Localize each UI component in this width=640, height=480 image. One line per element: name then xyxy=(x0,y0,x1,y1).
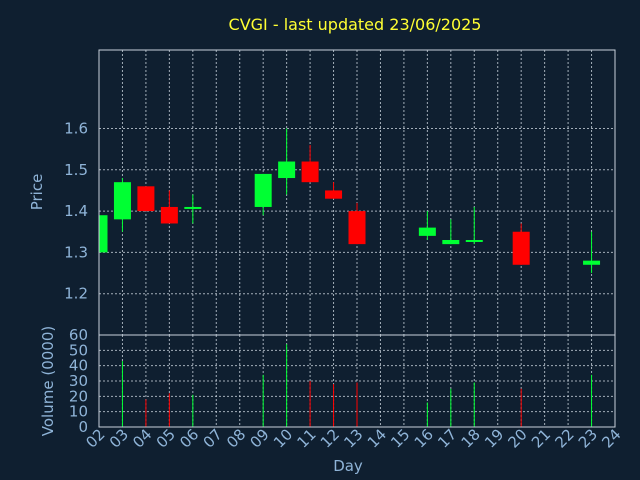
candle-body xyxy=(137,186,155,212)
x-tick-label: 21 xyxy=(528,425,554,451)
price-grid xyxy=(99,50,615,335)
candles xyxy=(98,128,601,274)
x-tick-label: 17 xyxy=(434,425,460,451)
candle-body xyxy=(160,206,178,224)
x-tick-label: 18 xyxy=(458,425,484,451)
price-axis-label: Price xyxy=(28,174,46,211)
candle-body xyxy=(348,211,366,245)
price-tick-label: 1.5 xyxy=(64,161,88,179)
candle xyxy=(301,145,319,183)
candle xyxy=(137,186,155,212)
candle-body xyxy=(418,227,436,236)
candle-body xyxy=(113,182,131,220)
price-tick-label: 1.2 xyxy=(64,285,88,303)
x-tick-label: 15 xyxy=(387,425,413,451)
volume-tick-label: 60 xyxy=(69,326,88,344)
candle xyxy=(418,211,436,240)
volume-tick-label: 40 xyxy=(69,357,88,375)
candle xyxy=(348,202,366,245)
x-tick-label: 09 xyxy=(247,425,273,451)
x-tick-label: 19 xyxy=(481,425,507,451)
x-tick-label: 08 xyxy=(223,425,249,451)
price-y-ticks: 1.2 1.3 1.4 1.5 1.6 xyxy=(64,119,88,302)
candle xyxy=(278,128,296,195)
x-tick-label: 05 xyxy=(153,425,179,451)
candle-body xyxy=(325,190,343,199)
volume-axis-label: Volume (0000) xyxy=(39,326,57,436)
x-tick-label: 07 xyxy=(200,425,226,451)
volume-tick-label: 0 xyxy=(78,418,88,436)
candle xyxy=(254,173,272,216)
x-tick-label: 03 xyxy=(106,425,132,451)
x-tick-label: 20 xyxy=(505,425,531,451)
candle xyxy=(583,231,601,274)
candle-body xyxy=(278,161,296,179)
candle-body xyxy=(184,206,202,209)
volume-panel-frame xyxy=(98,334,616,428)
candle xyxy=(98,215,108,253)
volume-tick-label: 50 xyxy=(69,341,88,359)
candle-body xyxy=(99,215,108,253)
price-panel-frame xyxy=(98,49,616,336)
x-tick-label: 23 xyxy=(575,425,601,451)
volume-tick-label: 30 xyxy=(69,372,88,390)
candle-body xyxy=(512,231,530,265)
candle xyxy=(325,182,343,199)
x-tick-label: 10 xyxy=(270,425,296,451)
price-tick-label: 1.6 xyxy=(64,119,88,137)
x-tick-label: 12 xyxy=(317,425,343,451)
candle xyxy=(113,178,131,232)
x-tick-label: 11 xyxy=(293,425,319,451)
candle-body xyxy=(465,240,483,242)
x-tick-label: 16 xyxy=(411,425,437,451)
candle xyxy=(465,206,483,245)
x-tick-label: 04 xyxy=(129,425,155,451)
x-tick-label: 13 xyxy=(340,425,366,451)
x-tick-label: 24 xyxy=(598,425,624,451)
price-tick-label: 1.3 xyxy=(64,243,88,261)
x-tick-label: 06 xyxy=(176,425,202,451)
chart-title: CVGI - last updated 23/06/2025 xyxy=(229,15,482,34)
x-tick-label: 14 xyxy=(364,425,390,451)
candle xyxy=(442,219,460,245)
volume-bars xyxy=(121,344,593,427)
candle-body xyxy=(301,161,319,183)
x-tick-label: 22 xyxy=(551,425,577,451)
price-tick-label: 1.4 xyxy=(64,202,88,220)
candle xyxy=(184,194,202,224)
candle-body xyxy=(442,240,460,245)
candle-body xyxy=(254,173,272,207)
candle-body xyxy=(583,260,601,265)
x-axis-label: Day xyxy=(333,457,363,475)
candle xyxy=(160,190,178,224)
volume-tick-label: 10 xyxy=(69,403,88,421)
candle xyxy=(512,223,530,265)
volume-tick-label: 20 xyxy=(69,387,88,405)
x-ticks: 0203040506070809101112131415161718192021… xyxy=(82,425,624,451)
